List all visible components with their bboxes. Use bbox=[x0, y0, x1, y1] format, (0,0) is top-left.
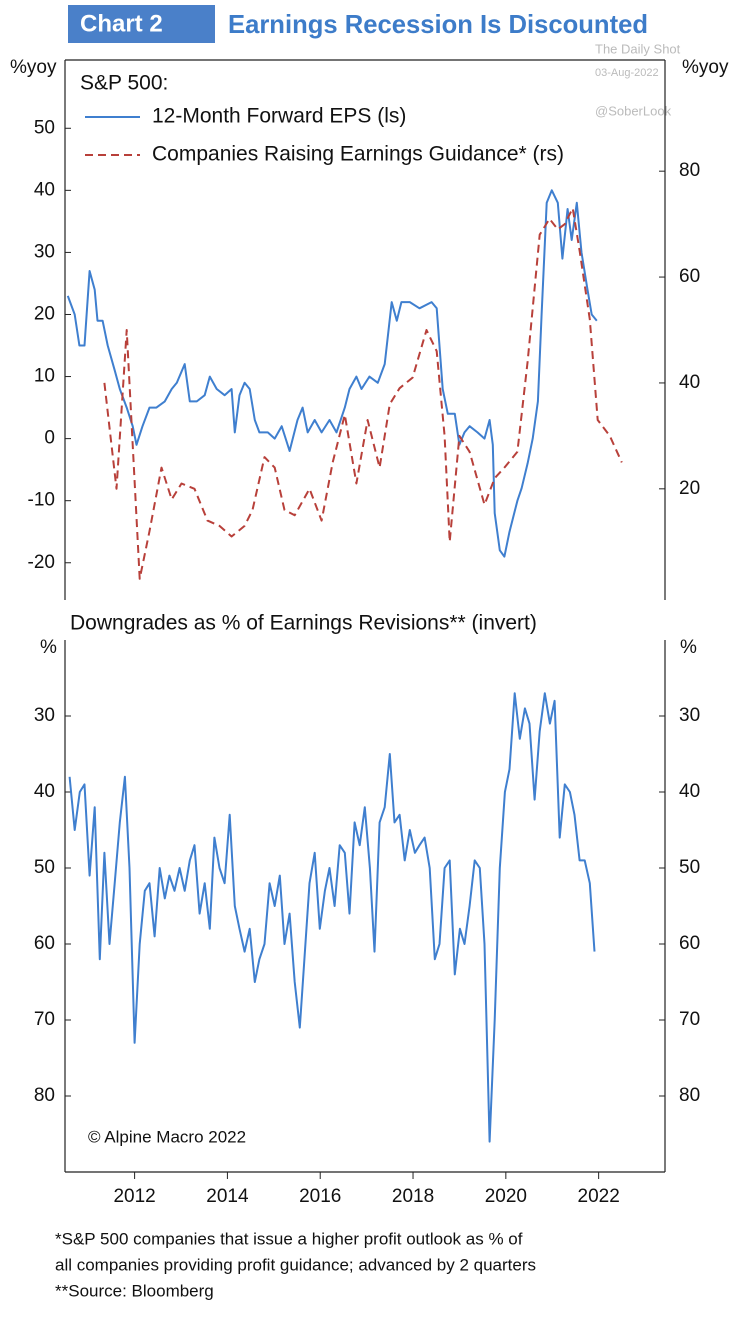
title: Earnings Recession Is Discounted bbox=[228, 9, 648, 39]
y-tick-label: 60 bbox=[34, 933, 55, 954]
chart-title: S&P 500: bbox=[80, 72, 168, 95]
y-tick-label: 40 bbox=[34, 781, 55, 802]
y2-tick-label: 80 bbox=[679, 1085, 700, 1106]
y2-tick-label: 80 bbox=[679, 160, 700, 181]
y2-axis-label: %yoy bbox=[682, 57, 729, 78]
x-tick-label: 2012 bbox=[113, 1186, 155, 1207]
watermark: The Daily Shot bbox=[595, 41, 681, 56]
watermark: @SoberLook bbox=[595, 103, 672, 118]
footnote: *S&P 500 companies that issue a higher p… bbox=[55, 1229, 523, 1248]
y-tick-label: 50 bbox=[34, 857, 55, 878]
y-tick-label: 70 bbox=[34, 1009, 55, 1030]
footnote: all companies providing profit guidance;… bbox=[55, 1255, 536, 1274]
x-tick-label: 2014 bbox=[206, 1186, 249, 1207]
y-tick-label: 50 bbox=[34, 117, 55, 138]
y2-tick-label: 50 bbox=[679, 857, 700, 878]
y2-tick-label: 60 bbox=[679, 933, 700, 954]
x-tick-label: 2022 bbox=[578, 1186, 620, 1207]
y-tick-label: 0 bbox=[44, 428, 55, 449]
badge: Chart 2 bbox=[80, 10, 163, 37]
y-tick-label: -20 bbox=[28, 552, 55, 573]
y2-tick-label: 70 bbox=[679, 1009, 700, 1030]
series-line bbox=[68, 692, 596, 1143]
y2-axis-label: % bbox=[680, 637, 697, 658]
y-axis-label: % bbox=[40, 637, 57, 658]
y-tick-label: 80 bbox=[34, 1085, 55, 1106]
y2-tick-label: 40 bbox=[679, 781, 700, 802]
source: © Alpine Macro 2022 bbox=[88, 1127, 246, 1146]
y-tick-label: 10 bbox=[34, 366, 55, 387]
x-tick-label: 2018 bbox=[392, 1186, 434, 1207]
y-tick-label: 40 bbox=[34, 179, 55, 200]
y2-tick-label: 60 bbox=[679, 266, 700, 287]
legend-label: 12-Month Forward EPS (ls) bbox=[152, 105, 406, 128]
y-axis-label: %yoy bbox=[10, 57, 57, 78]
footnote: **Source: Bloomberg bbox=[55, 1281, 214, 1300]
series-line bbox=[103, 207, 623, 580]
watermark: 03-Aug-2022 bbox=[595, 67, 659, 79]
y-tick-label: 20 bbox=[34, 303, 55, 324]
y2-tick-label: 30 bbox=[679, 705, 700, 726]
y-tick-label: 30 bbox=[34, 705, 55, 726]
chart-title: Downgrades as % of Earnings Revisions** … bbox=[70, 612, 537, 635]
y-tick-label: 30 bbox=[34, 241, 55, 262]
y-tick-label: -10 bbox=[28, 490, 55, 511]
badge-box bbox=[68, 5, 215, 43]
y2-tick-label: 40 bbox=[679, 372, 700, 393]
legend-label: Companies Raising Earnings Guidance* (rs… bbox=[152, 143, 564, 166]
series-line bbox=[66, 189, 598, 558]
y2-tick-label: 20 bbox=[679, 478, 700, 499]
x-tick-label: 2020 bbox=[485, 1186, 527, 1207]
x-tick-label: 2016 bbox=[299, 1186, 341, 1207]
